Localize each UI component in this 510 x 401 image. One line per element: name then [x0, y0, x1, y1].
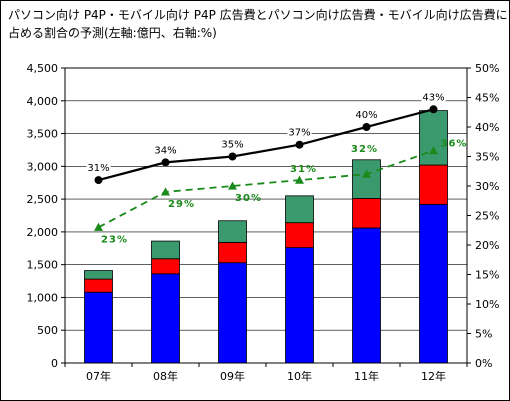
- x-tick-label: 08年: [153, 369, 178, 383]
- y-right-tick-label: 30%: [475, 180, 499, 193]
- bar-segment: [419, 110, 448, 166]
- line-data-label: 40%: [355, 110, 377, 121]
- x-tick-label: 12年: [421, 369, 446, 383]
- line-data-label-bg: [86, 163, 111, 175]
- y-left-tick-label: 3,000: [27, 160, 59, 173]
- bar-segment: [84, 291, 113, 364]
- bar-segment: [285, 195, 314, 224]
- x-tick-label: 07年: [86, 369, 111, 383]
- bar-segment: [352, 198, 381, 229]
- bar-segment: [285, 247, 314, 364]
- bar-segment: [285, 222, 314, 249]
- line-data-label-bg: [421, 92, 446, 104]
- line-point-marker: [94, 176, 103, 185]
- line-point-marker: [228, 152, 237, 161]
- bar-segment: [352, 227, 381, 364]
- y-right-tick-label: 50%: [475, 62, 499, 75]
- line-point-marker: [295, 140, 304, 149]
- line-data-label-bg: [220, 139, 245, 151]
- bar-segment: [84, 278, 113, 293]
- line-data-label-bg: [153, 145, 178, 157]
- line-data-label: 36%: [441, 139, 468, 150]
- y-right-tick-label: 20%: [475, 239, 499, 252]
- x-tick-label: 09年: [220, 369, 245, 383]
- chart-title: パソコン向け P4P・モバイル向け P4P 広告費とパソコン向け広告費・モバイル…: [8, 6, 508, 42]
- y-right-tick-label: 45%: [475, 92, 499, 105]
- x-tick-label: 11年: [354, 369, 379, 383]
- line-data-label: 37%: [288, 128, 310, 139]
- y-left-tick-label: 3,500: [27, 128, 59, 141]
- line-data-label: 43%: [422, 92, 444, 103]
- y-right-tick-label: 10%: [475, 298, 499, 311]
- gridlines: [65, 67, 467, 331]
- line-data-label: 32%: [351, 144, 378, 155]
- line-point-marker: [295, 175, 304, 184]
- line-point-marker: [228, 181, 237, 190]
- line-data-label: 34%: [154, 145, 176, 156]
- y-left-tick-label: 4,500: [27, 62, 59, 75]
- line-data-label-bg: [287, 127, 312, 139]
- bar-segment: [84, 270, 113, 280]
- y-left-tick-label: 2,500: [27, 193, 59, 206]
- y-left-tick-label: 4,000: [27, 95, 59, 108]
- line-data-label: 35%: [221, 140, 243, 151]
- line-point-marker: [362, 123, 371, 131]
- line-data-label: 23%: [101, 234, 128, 245]
- bar-segment: [352, 159, 381, 199]
- line-series-solid: [98, 108, 434, 182]
- y-left-tick-label: 500: [37, 324, 58, 337]
- bar-segment: [151, 258, 180, 275]
- y-right-tick-label: 35%: [475, 151, 499, 164]
- chart-title-line-2: 占める割合の予測(左軸:億円、右軸:%): [8, 26, 217, 40]
- line-data-label: 31%: [87, 163, 109, 174]
- y-left-tick-label: 0: [51, 357, 58, 370]
- bar-segment: [419, 203, 448, 364]
- line-data-label: 31%: [290, 164, 317, 175]
- axes: 0 500 1,000 1,500 2,000 2,500 3,000 3,500 4,000 4…: [27, 62, 500, 383]
- y-left-tick-label: 1,000: [27, 291, 59, 304]
- bar-segment: [218, 241, 247, 264]
- bar-stacks: [84, 110, 448, 364]
- bar-segment: [151, 240, 180, 260]
- y-right-tick-label: 40%: [475, 121, 499, 134]
- bar-segment: [419, 164, 448, 205]
- chart-title-line-1: パソコン向け P4P・モバイル向け P4P 広告費とパソコン向け広告費・モバイル…: [8, 8, 508, 22]
- bar-segment: [218, 220, 247, 243]
- line-point-marker: [362, 169, 371, 178]
- line-series: 31% 34% 35% 37% 40% 43% 23% 29% 30% 31% 32% 36%: [86, 92, 468, 245]
- y-right-tick-label: 5%: [475, 328, 492, 341]
- line-point-marker: [161, 158, 170, 167]
- line-point-marker: [161, 187, 170, 196]
- line-data-label: 30%: [235, 193, 262, 204]
- line-data-label-bg: [354, 110, 379, 121]
- line-point-marker: [429, 146, 438, 155]
- bar-segment: [218, 262, 247, 364]
- y-right-tick-label: 0%: [475, 357, 492, 370]
- x-tick-label: 10年: [287, 369, 312, 383]
- y-left-tick-label: 1,500: [27, 259, 59, 272]
- plot-area: [65, 68, 467, 363]
- line-data-label: 29%: [168, 199, 195, 210]
- line-point-marker: [429, 105, 438, 114]
- y-right-tick-label: 25%: [475, 210, 499, 223]
- line-series-dashed: [98, 149, 434, 229]
- bar-segment: [151, 273, 180, 364]
- line-point-marker: [94, 222, 103, 231]
- y-right-tick-label: 15%: [475, 269, 499, 282]
- y-left-tick-label: 2,000: [27, 226, 59, 239]
